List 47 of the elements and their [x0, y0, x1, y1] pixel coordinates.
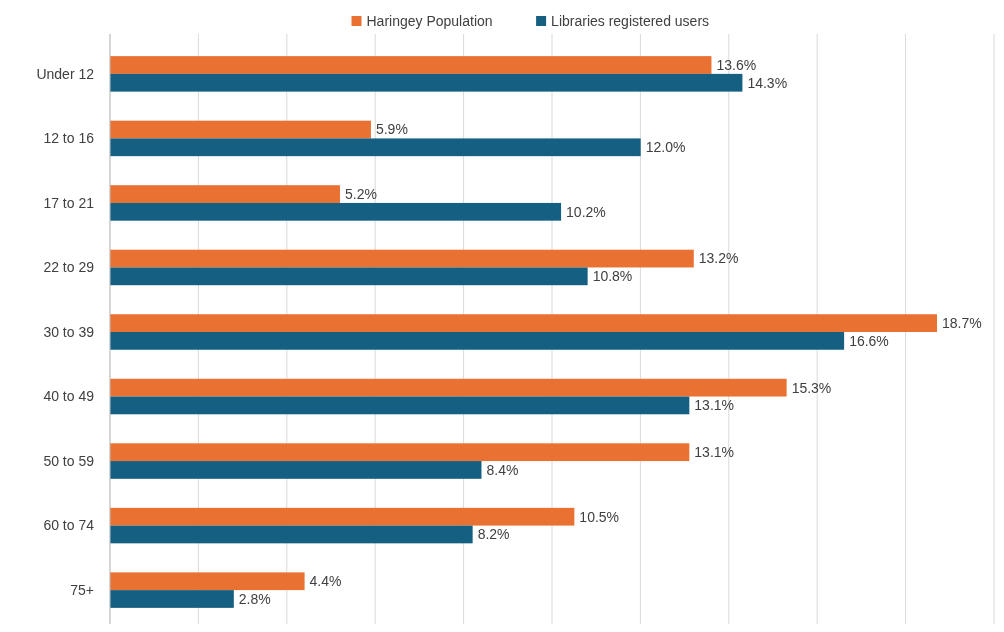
bar	[110, 249, 694, 268]
bar	[110, 138, 641, 157]
bar	[110, 120, 371, 139]
data-label: 4.4%	[309, 573, 342, 590]
data-label: 14.3%	[747, 74, 788, 91]
y-tick-label: 22 to 29	[43, 259, 95, 276]
data-label: 10.5%	[579, 508, 620, 525]
y-tick-label: 50 to 59	[43, 452, 95, 469]
data-label: 8.4%	[486, 461, 519, 478]
y-tick-label: Under 12	[36, 65, 95, 82]
legend-label: Haringey Population	[366, 12, 493, 29]
data-label: 10.8%	[592, 268, 633, 285]
data-label: 8.2%	[477, 526, 510, 543]
y-tick-label: 12 to 16	[43, 130, 95, 147]
bar	[110, 332, 845, 350]
data-label: 16.6%	[849, 332, 889, 349]
bar	[110, 56, 712, 74]
data-label: 2.8%	[238, 590, 271, 607]
data-label: 10.2%	[566, 203, 606, 220]
bar	[110, 314, 937, 332]
data-label: 13.6%	[716, 56, 757, 73]
data-label: 15.3%	[791, 379, 832, 396]
bar	[110, 396, 690, 415]
y-tick-label: 40 to 49	[43, 388, 95, 405]
bar	[110, 507, 575, 526]
data-label: 5.2%	[344, 185, 377, 202]
y-tick-label: 60 to 74	[43, 517, 95, 534]
data-label: 18.7%	[942, 315, 982, 332]
bar	[110, 590, 234, 608]
bar	[110, 461, 482, 479]
data-label: 13.2%	[698, 250, 739, 267]
bar	[110, 378, 787, 397]
bar	[110, 525, 473, 544]
data-label: 12.0%	[645, 139, 686, 156]
bar	[110, 267, 588, 286]
bar	[110, 202, 562, 221]
y-tick-label: 75+	[70, 582, 94, 599]
bar	[110, 443, 690, 462]
y-tick-label: 30 to 39	[43, 323, 95, 340]
bar	[110, 73, 743, 92]
legend-label: Libraries registered users	[551, 12, 710, 29]
y-tick-label: 17 to 21	[43, 194, 95, 211]
bar	[110, 572, 305, 591]
bar	[110, 185, 340, 203]
data-label: 13.1%	[694, 444, 735, 461]
data-label: 13.1%	[694, 397, 735, 414]
data-label: 5.9%	[375, 121, 408, 138]
